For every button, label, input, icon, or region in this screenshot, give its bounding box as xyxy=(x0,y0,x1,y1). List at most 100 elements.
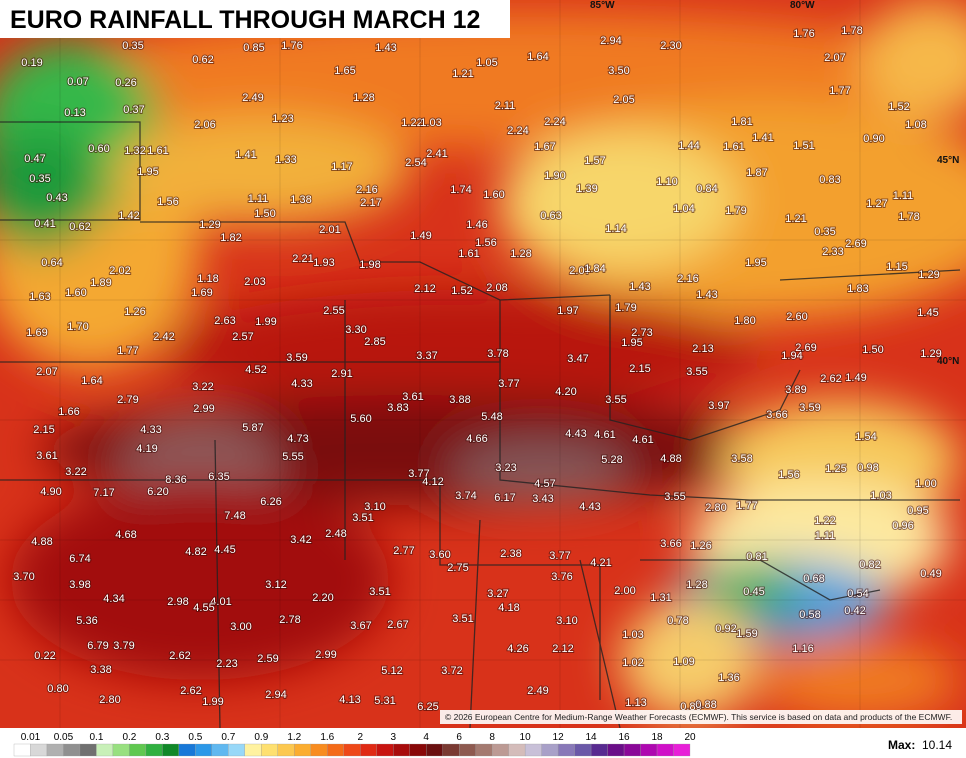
rainfall-label: 1.39 xyxy=(576,183,597,195)
rainfall-label: 1.21 xyxy=(452,68,473,80)
legend-tick-label: 4 xyxy=(423,732,429,743)
legend-tick-label: 2 xyxy=(357,732,363,743)
rainfall-label: 0.49 xyxy=(920,568,941,580)
legend-tick-label: 1.6 xyxy=(320,732,334,743)
rainfall-label: 0.07 xyxy=(67,76,88,88)
legend-swatch xyxy=(524,743,542,757)
rainfall-label: 8.36 xyxy=(165,474,186,486)
rainfall-label: 4.73 xyxy=(287,433,308,445)
legend-swatch xyxy=(409,743,427,757)
max-value: 10.14 xyxy=(922,738,952,752)
rainfall-label: 3.77 xyxy=(549,550,570,562)
rainfall-label: 2.94 xyxy=(600,35,621,47)
rainfall-label: 6.17 xyxy=(494,492,515,504)
rainfall-label: 0.41 xyxy=(34,218,55,230)
rainfall-label: 3.78 xyxy=(487,348,508,360)
rainfall-label: 5.12 xyxy=(381,665,402,677)
legend-swatch xyxy=(327,743,344,757)
rainfall-label: 2.55 xyxy=(323,305,344,317)
rainfall-label: 0.45 xyxy=(743,586,764,598)
rainfall-label: 1.94 xyxy=(781,350,802,362)
rainfall-label: 3.60 xyxy=(429,549,450,561)
rainfall-label: 0.92 xyxy=(715,623,736,635)
map-title: EURO RAINFALL THROUGH MARCH 12 xyxy=(10,6,480,34)
rainfall-label: 1.60 xyxy=(65,287,86,299)
rainfall-label: 1.03 xyxy=(622,629,643,641)
legend-swatch xyxy=(46,743,64,757)
rainfall-label: 0.13 xyxy=(64,107,85,119)
rainfall-label: 0.63 xyxy=(540,210,561,222)
rainfall-label: 0.35 xyxy=(29,173,50,185)
precip-field xyxy=(0,0,966,728)
rainfall-label: 1.97 xyxy=(557,305,578,317)
rainfall-label: 1.25 xyxy=(825,463,846,475)
rainfall-label: 6.20 xyxy=(147,486,168,498)
rainfall-label: 2.80 xyxy=(705,502,726,514)
legend-tick-label: 1.2 xyxy=(287,732,301,743)
rainfall-label: 5.28 xyxy=(601,454,622,466)
rainfall-label: 2.02 xyxy=(109,265,130,277)
legend-tick-label: 14 xyxy=(586,732,598,743)
rainfall-label: 1.59 xyxy=(736,628,757,640)
rainfall-label: 2.15 xyxy=(629,363,650,375)
rainfall-label: 0.96 xyxy=(892,520,913,532)
legend-swatch xyxy=(508,743,526,757)
rainfall-label: 1.44 xyxy=(678,140,699,152)
rainfall-labels: 0.35 0.19 0.07 0.26 0.13 0.37 0.85 1.76 0.62 1.43… xyxy=(12,24,942,714)
legend-swatch xyxy=(574,743,592,757)
rainfall-label: 1.29 xyxy=(920,348,941,360)
rainfall-label: 1.29 xyxy=(918,269,939,281)
legend-swatch xyxy=(656,743,674,757)
rainfall-label: 0.35 xyxy=(122,40,143,52)
rainfall-label: 6.26 xyxy=(260,496,281,508)
rainfall-label: 3.37 xyxy=(416,350,437,362)
rainfall-label: 1.18 xyxy=(197,273,218,285)
rainfall-label: 3.67 xyxy=(350,620,371,632)
copyright: © 2026 European Centre for Medium-Range … xyxy=(445,712,952,722)
rainfall-label: 3.77 xyxy=(408,468,429,480)
latitude-label: 45°N xyxy=(937,155,959,166)
rainfall-label: 1.09 xyxy=(673,656,694,668)
rainfall-label: 3.51 xyxy=(369,586,390,598)
rainfall-label: 1.13 xyxy=(625,697,646,709)
rainfall-label: 3.22 xyxy=(65,466,86,478)
rainfall-label: 2.07 xyxy=(569,265,590,277)
rainfall-label: 4.43 xyxy=(579,501,600,513)
legend-swatch xyxy=(557,743,575,757)
rainfall-label: 2.59 xyxy=(257,653,278,665)
rainfall-label: 2.57 xyxy=(232,331,253,343)
rainfall-label: 2.08 xyxy=(486,282,507,294)
rainfall-label: 7.48 xyxy=(224,510,245,522)
rainfall-label: 1.61 xyxy=(723,141,744,153)
legend-swatch xyxy=(673,743,691,757)
rainfall-label: 1.57 xyxy=(584,155,605,167)
rainfall-label: 0.64 xyxy=(41,257,62,269)
rainfall-label: 3.66 xyxy=(660,538,681,550)
rainfall-label: 1.67 xyxy=(534,141,555,153)
rainfall-label: 1.56 xyxy=(778,469,799,481)
rainfall-label: 1.43 xyxy=(629,281,650,293)
rainfall-label: 3.88 xyxy=(449,394,470,406)
rainfall-label: 1.77 xyxy=(829,85,850,97)
rainfall-label: 1.32 xyxy=(124,145,145,157)
rainfall-label: 5.55 xyxy=(282,451,303,463)
rainfall-label: 0.58 xyxy=(799,609,820,621)
rainfall-label: 1.64 xyxy=(81,375,102,387)
rainfall-label: 0.81 xyxy=(746,551,767,563)
legend-swatch xyxy=(475,743,493,757)
rainfall-label: 5.31 xyxy=(374,695,395,707)
rainfall-label: 1.03 xyxy=(420,117,441,129)
legend-swatch xyxy=(376,743,394,757)
rainfall-label: 2.91 xyxy=(331,368,352,380)
legend-tick-label: 12 xyxy=(553,732,565,743)
rainfall-label: 1.23 xyxy=(272,113,293,125)
rainfall-label: 0.95 xyxy=(907,505,928,517)
rainfall-label: 1.76 xyxy=(793,28,814,40)
rainfall-label: 1.69 xyxy=(26,327,47,339)
rainfall-label: 3.51 xyxy=(452,613,473,625)
rainfall-label: 1.22 xyxy=(814,515,835,527)
rainfall-label: 2.23 xyxy=(216,658,237,670)
rainfall-label: 4.13 xyxy=(339,694,360,706)
rainfall-label: 2.99 xyxy=(315,649,336,661)
rainfall-label: 0.62 xyxy=(69,221,90,233)
